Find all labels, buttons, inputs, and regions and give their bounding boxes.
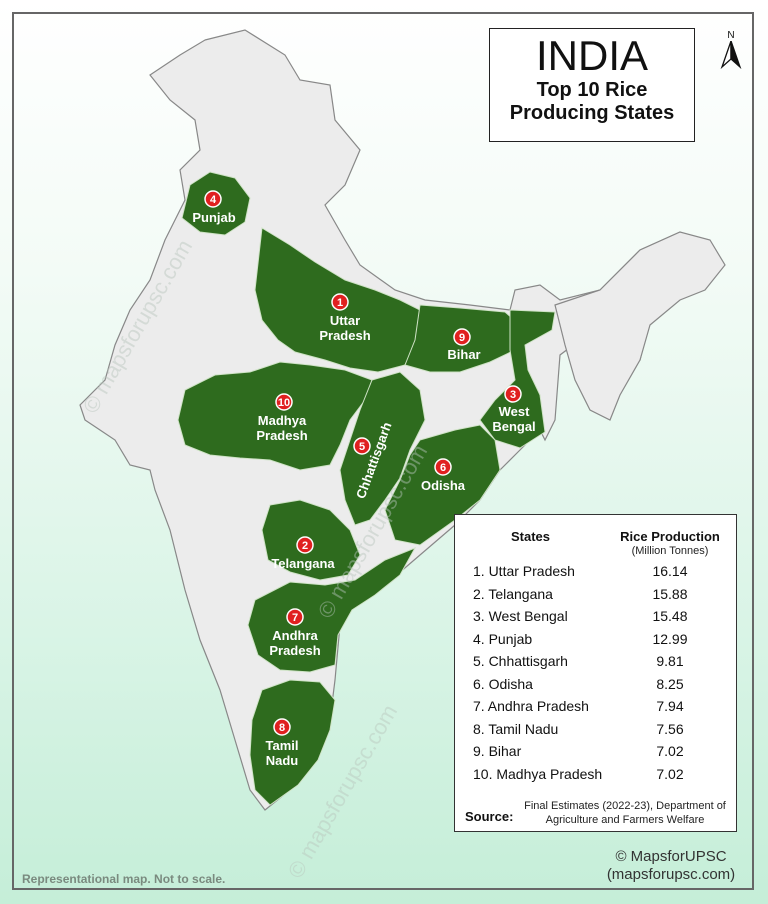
north-arrow-icon bbox=[720, 40, 742, 70]
legend-state-name: 4. Punjab bbox=[473, 630, 533, 647]
map-subtitle-line2: Producing States bbox=[509, 102, 675, 124]
legend-state-name: 1. Uttar Pradesh bbox=[473, 563, 575, 579]
state-name-label: Bengal bbox=[492, 419, 535, 434]
legend-row: 10. Madhya Pradesh 7.02 bbox=[455, 766, 736, 788]
rank-number: 6 bbox=[440, 462, 446, 474]
source-label: Source: bbox=[465, 809, 514, 824]
state-name-label: Bihar bbox=[447, 347, 480, 362]
legend-production-value: 8.25 bbox=[656, 675, 684, 692]
legend-production-value: 16.14 bbox=[652, 563, 688, 579]
rank-badge bbox=[331, 293, 349, 311]
map-title: INDIA bbox=[535, 32, 648, 79]
legend-state-name: 9. Bihar bbox=[473, 743, 522, 759]
copyright-line1: © MapsforUPSC bbox=[615, 848, 727, 865]
legend-header-states: States bbox=[511, 529, 551, 544]
legend-production-value: 15.88 bbox=[652, 585, 688, 602]
state-name-label: Pradesh bbox=[319, 328, 370, 343]
legend-table: States Rice Production (Million Tonnes) … bbox=[454, 514, 737, 832]
state-name-label: Telangana bbox=[271, 556, 335, 571]
state-name-label: West bbox=[499, 404, 530, 419]
state-name-label: Pradesh bbox=[269, 643, 320, 658]
rank-badge bbox=[286, 608, 304, 626]
legend-production-value: 7.56 bbox=[656, 720, 684, 737]
legend-row: 3. West Bengal 15.48 bbox=[455, 608, 736, 630]
rank-number: 4 bbox=[210, 194, 217, 206]
legend-row: 5. Chhattisgarh 9.81 bbox=[455, 653, 736, 675]
legend-state-name: 6. Odisha bbox=[473, 675, 533, 692]
legend-state-name: 8. Tamil Nadu bbox=[473, 720, 559, 737]
legend-production-value: 9.81 bbox=[656, 653, 684, 669]
rank-badge bbox=[296, 536, 314, 554]
rank-number: 7 bbox=[292, 612, 298, 624]
legend-state-name: 2. Telangana bbox=[473, 585, 553, 602]
rank-number: 10 bbox=[278, 397, 290, 409]
state-name-label: Andhra bbox=[272, 628, 318, 643]
legend-row: 4. Punjab 12.99 bbox=[455, 631, 736, 653]
north-arrow: N bbox=[718, 30, 744, 74]
copyright-line2: (mapsforupsc.com) bbox=[606, 866, 736, 883]
legend-row: 9. Bihar 7.02 bbox=[455, 743, 736, 765]
legend-row: 8. Tamil Nadu 7.56 bbox=[455, 721, 736, 743]
legend-state-name: 5. Chhattisgarh bbox=[473, 653, 568, 669]
rank-number: 8 bbox=[279, 722, 285, 734]
state-name-label: Nadu bbox=[266, 753, 299, 768]
rank-badge bbox=[275, 393, 293, 411]
rank-number: 3 bbox=[510, 389, 516, 401]
state-chhattisgarh-shape bbox=[339, 371, 426, 526]
state-madhya-pradesh-shape bbox=[177, 361, 373, 471]
northeast-region bbox=[554, 231, 726, 421]
state-tamil-nadu-shape bbox=[249, 679, 336, 806]
rank-number: 2 bbox=[302, 540, 308, 552]
legend-state-name: 7. Andhra Pradesh bbox=[473, 698, 589, 714]
rank-badge bbox=[273, 718, 291, 736]
state-name-label: Pradesh bbox=[256, 428, 307, 443]
state-labels: 1UttarPradesh2Telangana3WestBengal4Punja… bbox=[192, 190, 536, 768]
legend-production-value: 7.02 bbox=[656, 765, 684, 782]
rank-badge bbox=[434, 458, 452, 476]
title-box: INDIA Top 10 Rice Producing States bbox=[489, 28, 695, 142]
state-name-label: Tamil bbox=[266, 738, 299, 753]
disclaimer-text: Representational map. Not to scale. bbox=[22, 872, 226, 886]
state-name-label: Uttar bbox=[330, 313, 360, 328]
source-text: Final Estimates (2022-23), Department of… bbox=[524, 800, 726, 826]
state-andhra-pradesh-shape bbox=[247, 547, 417, 673]
rice-states bbox=[177, 171, 556, 806]
legend-production-value: 12.99 bbox=[652, 630, 688, 647]
north-letter: N bbox=[727, 30, 735, 41]
rank-number: 1 bbox=[337, 297, 343, 309]
legend-production-value: 15.48 bbox=[652, 608, 688, 624]
legend-row: 7. Andhra Pradesh 7.94 bbox=[455, 698, 736, 720]
rank-number: 5 bbox=[359, 441, 365, 453]
state-name-label: Punjab bbox=[192, 210, 235, 225]
legend-header-unit: (Million Tonnes) bbox=[631, 545, 709, 557]
legend-row: 2. Telangana 15.88 bbox=[455, 586, 736, 608]
rank-badge bbox=[353, 437, 371, 455]
legend-row: 1. Uttar Pradesh 16.14 bbox=[455, 563, 736, 585]
rank-badge bbox=[504, 385, 522, 403]
map-frame bbox=[12, 12, 754, 890]
legend-production-value: 7.94 bbox=[656, 698, 684, 714]
copyright: © MapsforUPSC (mapsforupsc.com) bbox=[588, 848, 754, 884]
map-subtitle-line1: Top 10 Rice bbox=[536, 79, 648, 101]
rank-badge bbox=[204, 190, 222, 208]
legend-header-production: Rice Production bbox=[620, 529, 720, 544]
legend-row: 6. Odisha 8.25 bbox=[455, 676, 736, 698]
rank-badge bbox=[453, 328, 471, 346]
state-name-label: Odisha bbox=[421, 478, 466, 493]
state-name-label: Madhya bbox=[258, 413, 307, 428]
legend-state-name: 10. Madhya Pradesh bbox=[473, 765, 603, 782]
legend-production-value: 7.02 bbox=[656, 743, 684, 759]
rank-number: 9 bbox=[459, 332, 465, 344]
legend-state-name: 3. West Bengal bbox=[473, 608, 568, 624]
state-west-bengal-shape bbox=[479, 309, 556, 449]
